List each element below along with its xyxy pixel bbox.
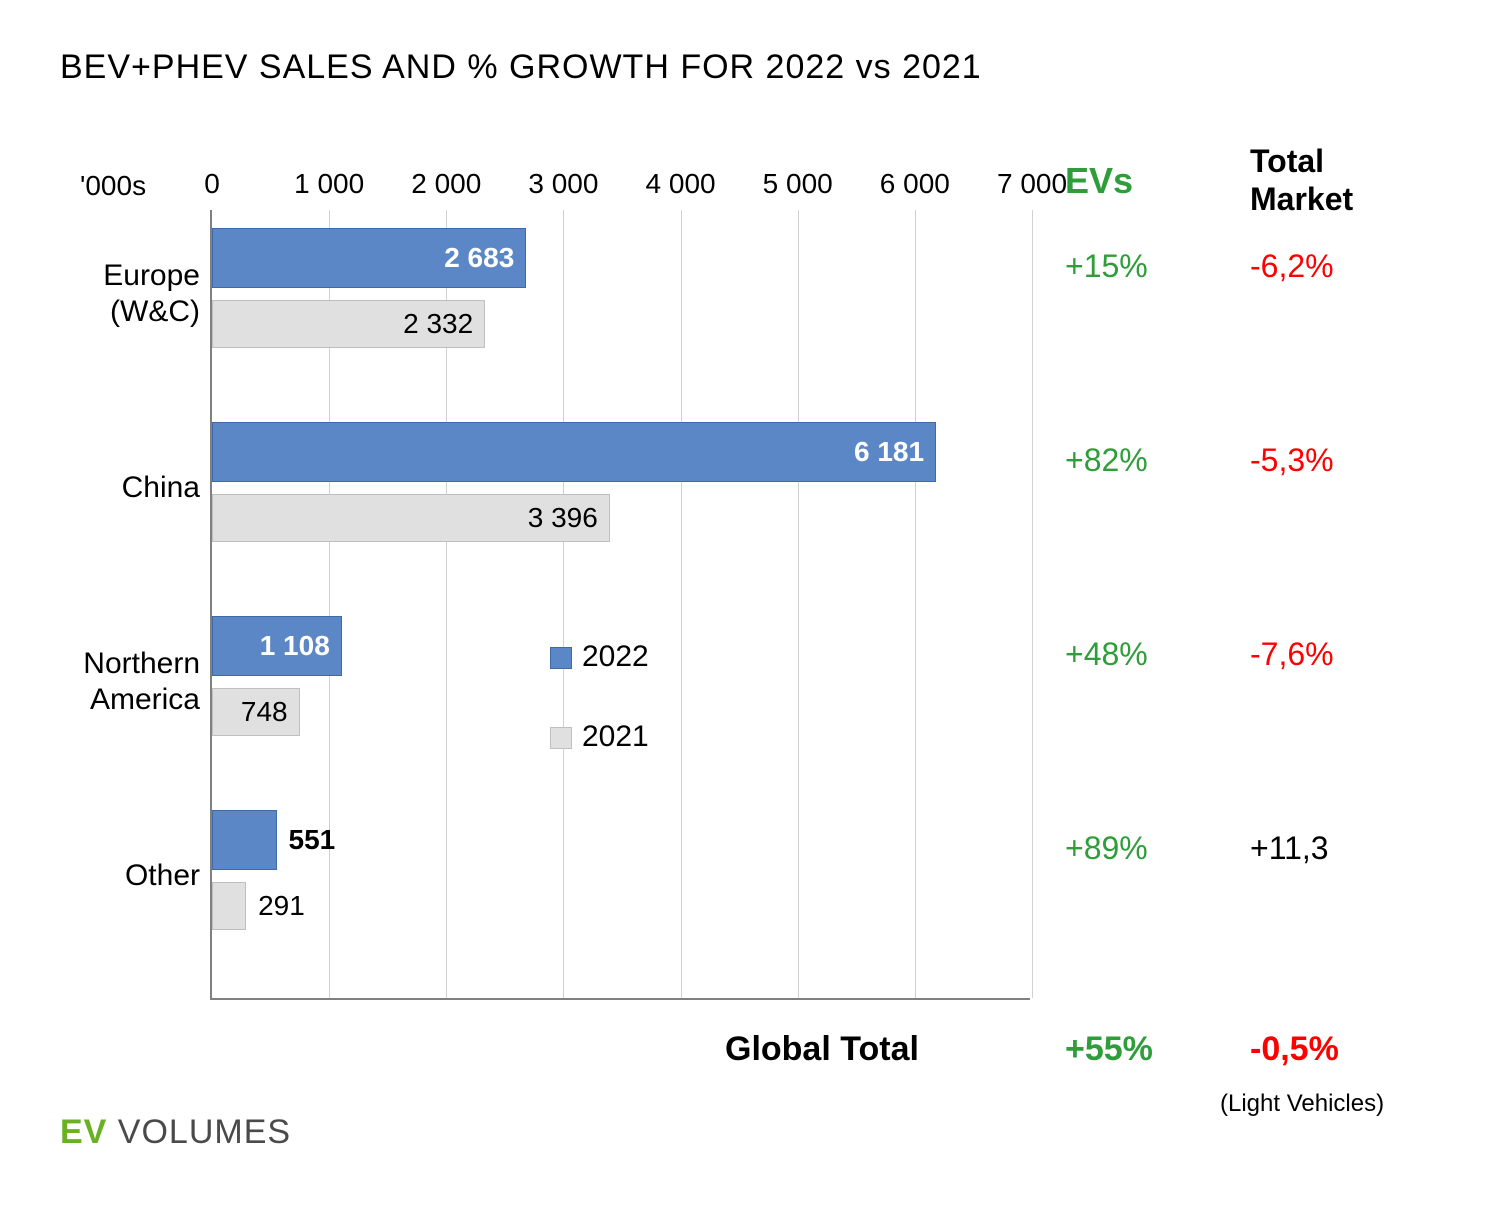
gridline [915,210,916,998]
gridline [563,210,564,998]
footnote: (Light Vehicles) [1220,1090,1384,1118]
gridline [681,210,682,998]
chart-plot: 01 0002 0003 0004 0005 0006 0007 0002 68… [210,210,1030,1000]
bar-label-2021: 2 332 [403,308,473,340]
x-axis-tick: 1 000 [294,168,364,200]
gridline [798,210,799,998]
legend-2022: 2022 [550,640,649,674]
bar-label-2022: 551 [289,824,336,856]
logo: EV VOLUMES [60,1113,291,1152]
global-market-growth: -0,5% [1250,1030,1339,1069]
column-header-total-market-line2: Market [1250,181,1353,217]
global-total-label: Global Total [725,1030,919,1069]
x-axis-tick: 3 000 [528,168,598,200]
ev-growth-pct: +89% [1065,830,1148,867]
market-growth-pct: +11,3 [1250,830,1329,867]
x-axis-tick: 6 000 [880,168,950,200]
chart-title: BEV+PHEV SALES AND % GROWTH FOR 2022 vs … [60,48,982,87]
logo-volumes: VOLUMES [107,1113,291,1151]
ev-growth-pct: +48% [1065,636,1148,673]
column-header-evs: EVs [1065,160,1133,202]
category-label: Other [60,858,200,894]
gridline [1032,210,1033,998]
bar-label-2021: 291 [258,890,305,922]
ev-growth-pct: +82% [1065,442,1148,479]
market-growth-pct: -5,3% [1250,442,1334,479]
x-axis-tick: 4 000 [646,168,716,200]
y-axis-unit-label: '000s [80,170,146,202]
legend-2021: 2021 [550,720,649,754]
bar-2022 [212,810,277,870]
x-axis-tick: 7 000 [997,168,1067,200]
bar-label-2022: 2 683 [444,242,514,274]
bar-label-2022: 6 181 [854,436,924,468]
bar-label-2021: 3 396 [528,502,598,534]
ev-growth-pct: +15% [1065,248,1148,285]
market-growth-pct: -6,2% [1250,248,1334,285]
market-growth-pct: -7,6% [1250,636,1334,673]
bar-2022 [212,422,936,482]
x-axis-tick: 0 [204,168,220,200]
bar-2021 [212,882,246,930]
category-label: China [60,470,200,506]
column-header-total-market-line1: Total [1250,143,1324,179]
category-label: NorthernAmerica [60,646,200,718]
x-axis-tick: 2 000 [411,168,481,200]
bar-label-2022: 1 108 [260,630,330,662]
x-axis-tick: 5 000 [763,168,833,200]
category-label: Europe(W&C) [60,258,200,330]
bar-label-2021: 748 [241,696,288,728]
global-ev-growth: +55% [1065,1030,1153,1069]
logo-ev: EV [60,1113,107,1151]
column-header-total-market: Total Market [1250,142,1353,219]
